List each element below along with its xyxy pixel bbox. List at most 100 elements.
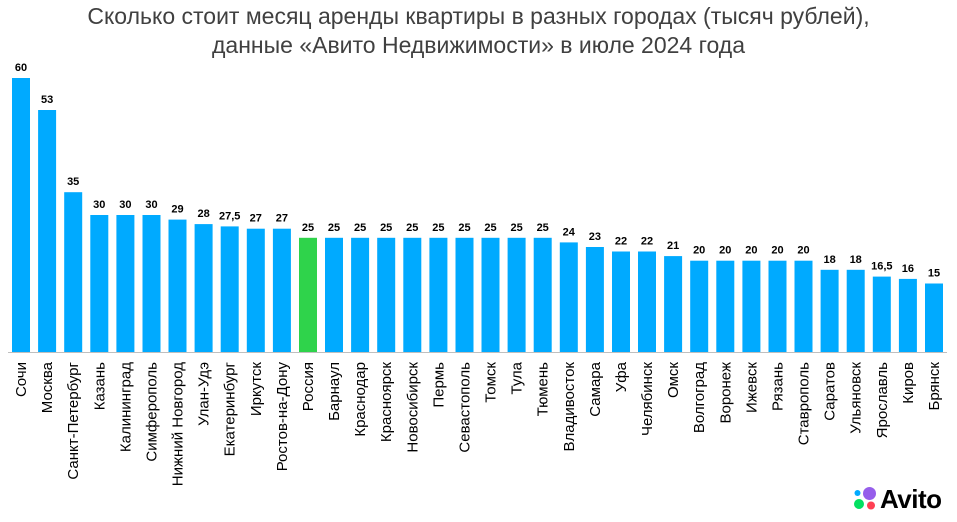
bar: [820, 269, 839, 352]
x-tick-label: Нижний Новгород: [170, 362, 187, 486]
data-label: 35: [67, 176, 79, 188]
bar: [116, 215, 135, 352]
x-tick-label: Тула: [509, 361, 526, 394]
data-label: 21: [667, 240, 679, 252]
bar: [194, 224, 213, 352]
x-tick-label: Самара: [587, 361, 604, 416]
data-label: 25: [432, 222, 444, 234]
x-tick-label: Новосибирск: [404, 362, 421, 453]
bar: [925, 283, 943, 352]
x-tick-label: Воронеж: [717, 362, 734, 424]
data-label: 20: [771, 245, 783, 257]
data-label: 20: [693, 245, 705, 257]
x-tick-label: Ижевск: [743, 362, 760, 413]
data-label: 25: [380, 222, 392, 234]
bar: [429, 237, 448, 352]
x-tick-label: Пермь: [430, 362, 447, 408]
bar: [664, 256, 683, 352]
data-label: 18: [823, 254, 835, 266]
x-tick-label: Казань: [91, 362, 108, 410]
bar: [872, 276, 891, 352]
x-tick-label: Улан-Удэ: [196, 362, 213, 426]
bar: [351, 237, 370, 352]
bar: [272, 228, 291, 352]
data-label: 30: [145, 199, 157, 211]
x-tick-label: Россия: [300, 362, 317, 411]
data-label: 24: [563, 226, 576, 238]
chart-title-line-2: данные «Авито Недвижимости» в июле 2024 …: [211, 32, 745, 58]
x-tick-label: Ярославль: [874, 362, 891, 438]
bar: [38, 110, 57, 352]
bar: [481, 237, 500, 352]
data-label: 25: [406, 222, 418, 234]
bar: [585, 247, 604, 352]
bar: [846, 269, 865, 352]
bar: [533, 237, 552, 352]
data-label: 27,5: [219, 210, 240, 222]
bar: [638, 251, 656, 352]
chart-title: Сколько стоит месяц аренды квартиры в ра…: [0, 2, 957, 60]
data-label: 27: [276, 213, 288, 225]
x-tick-label: Брянск: [926, 362, 943, 411]
bar: [299, 237, 317, 352]
x-tick-label: Владивосток: [561, 362, 578, 452]
bar: [742, 260, 761, 352]
bar: [898, 278, 917, 352]
data-label: 30: [93, 199, 105, 211]
x-tick-label: Ростов-на-Дону: [274, 362, 291, 472]
bar: [768, 260, 787, 352]
bar: [142, 215, 161, 352]
x-tick-label: Москва: [39, 361, 56, 413]
data-label: 25: [537, 222, 549, 234]
x-tick-label: Санкт-Петербург: [65, 361, 82, 479]
data-label: 29: [171, 204, 183, 216]
data-label: 25: [458, 222, 470, 234]
bar: [168, 219, 187, 352]
data-label: 27: [250, 213, 262, 225]
avito-logo-text: Avito: [880, 483, 942, 514]
bar: [220, 226, 239, 352]
x-tick-label: Тюмень: [535, 362, 552, 417]
x-tick-label: Уфа: [613, 361, 630, 392]
x-tick-label: Краснодар: [352, 362, 369, 437]
bar: [455, 237, 474, 352]
x-tick-label: Екатеринбург: [222, 361, 239, 456]
x-tick-label: Волгоград: [691, 362, 708, 433]
x-tick-label: Барнаул: [326, 362, 343, 421]
data-label: 18: [850, 254, 862, 266]
x-tick-label: Челябинск: [639, 362, 656, 436]
bar: [90, 215, 109, 352]
bar: [403, 237, 422, 352]
x-tick-label: Симферополь: [144, 362, 161, 462]
data-label: 28: [197, 208, 209, 220]
x-tick-label: Саратов: [822, 362, 839, 421]
bar: [246, 228, 265, 352]
bar: [612, 251, 630, 352]
data-label: 25: [510, 222, 522, 234]
x-tick-label: Ставрополь: [796, 362, 813, 445]
data-label: 25: [484, 222, 496, 234]
bar: [325, 237, 343, 352]
data-label: 22: [641, 236, 653, 248]
bar: [559, 242, 578, 352]
chart-title-line-1: Сколько стоит месяц аренды квартиры в ра…: [87, 3, 870, 29]
data-label: 20: [719, 245, 731, 257]
x-tick-label: Сочи: [13, 362, 30, 397]
bar: [690, 260, 709, 352]
data-label: 20: [745, 245, 757, 257]
x-tick-label: Иркутск: [248, 362, 265, 417]
data-label: 22: [615, 236, 627, 248]
data-label: 16,5: [871, 261, 892, 273]
data-label: 15: [928, 268, 940, 280]
bar: [794, 260, 813, 352]
bar: [12, 78, 30, 352]
x-tick-label: Красноярск: [378, 362, 395, 443]
x-tick-label: Ульяновск: [848, 362, 865, 434]
bar: [64, 192, 83, 352]
bar: [716, 260, 735, 352]
x-tick-label: Омск: [665, 362, 682, 398]
data-label: 20: [797, 245, 809, 257]
x-tick-label: Калининград: [117, 362, 134, 452]
x-tick-label: Киров: [900, 362, 917, 404]
